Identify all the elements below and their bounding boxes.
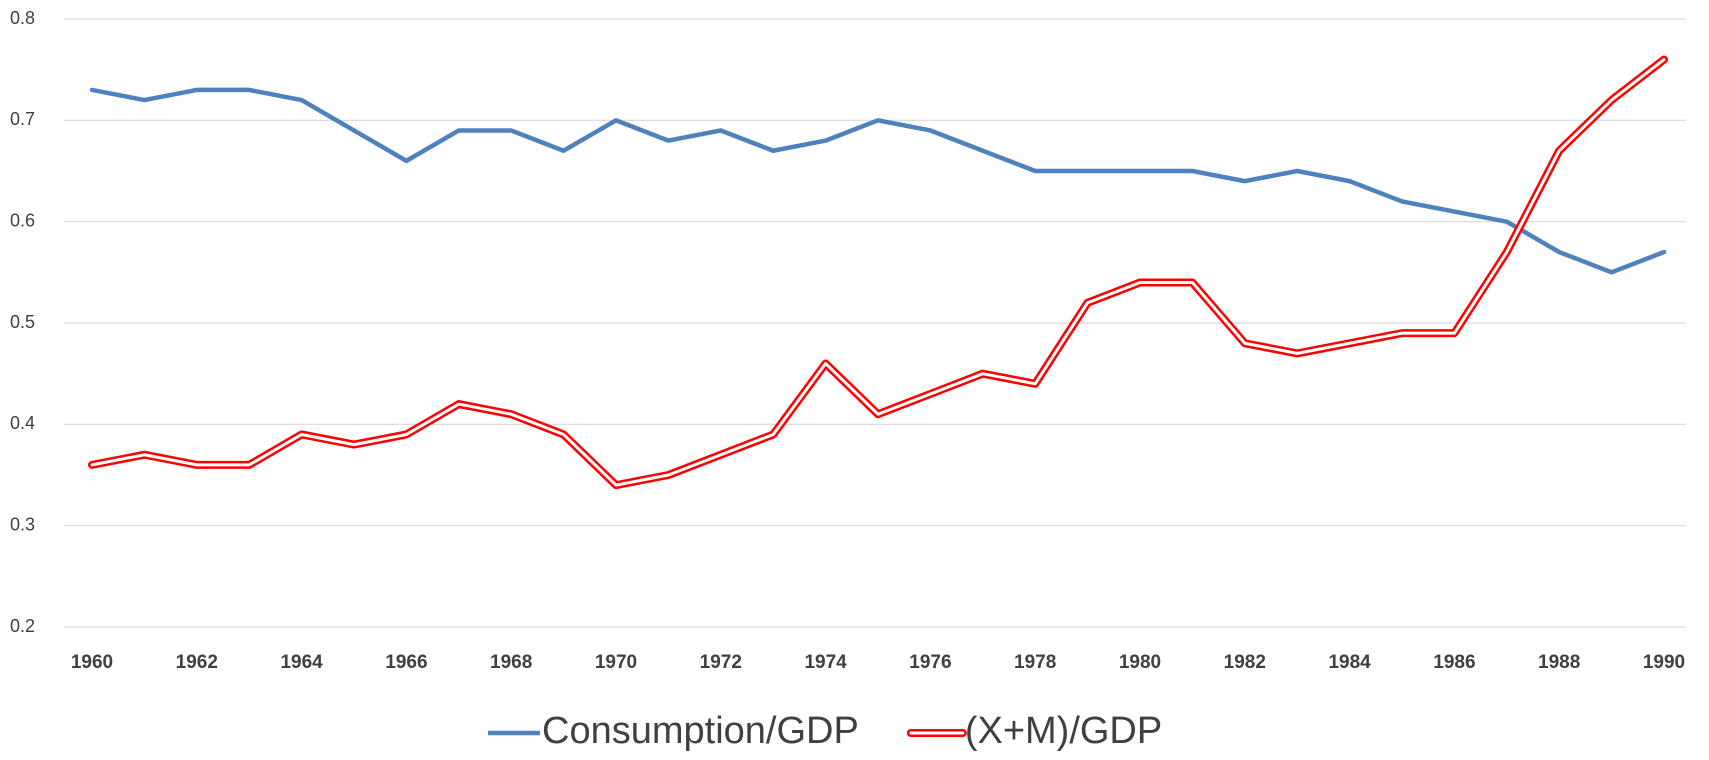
series-line-inner — [90, 58, 1666, 487]
x-tick-label: 1972 — [700, 652, 742, 673]
x-tick-label: 1982 — [1224, 652, 1266, 673]
legend-label: (X+M)/GDP — [965, 710, 1162, 752]
x-tick-label: 1986 — [1433, 652, 1475, 673]
x-tick-label: 1980 — [1119, 652, 1161, 673]
x-tick-label: 1974 — [804, 652, 847, 673]
x-tick-label: 1988 — [1538, 652, 1580, 673]
y-tick-label: 0.3 — [10, 514, 35, 534]
legend-label: Consumption/GDP — [542, 710, 859, 752]
y-tick-label: 0.6 — [10, 210, 35, 230]
x-tick-label: 1962 — [176, 652, 218, 673]
y-tick-label: 0.4 — [10, 413, 35, 433]
x-tick-label: 1976 — [909, 652, 951, 673]
series-line — [89, 87, 1667, 275]
y-tick-label: 0.2 — [10, 616, 35, 636]
x-tick-label: 1960 — [71, 652, 113, 673]
y-tick-label: 0.8 — [10, 8, 35, 28]
y-tick-label: 0.7 — [10, 109, 35, 129]
x-tick-label: 1966 — [385, 652, 427, 673]
x-tick-label: 1968 — [490, 652, 532, 673]
x-tick-label: 1978 — [1014, 652, 1056, 673]
x-tick-label: 1964 — [280, 652, 323, 673]
x-tick-label: 1970 — [595, 652, 637, 673]
x-tick-label: 1990 — [1643, 652, 1685, 673]
y-tick-label: 0.5 — [10, 312, 35, 332]
x-tick-label: 1984 — [1328, 652, 1371, 673]
series-line — [88, 55, 1668, 490]
